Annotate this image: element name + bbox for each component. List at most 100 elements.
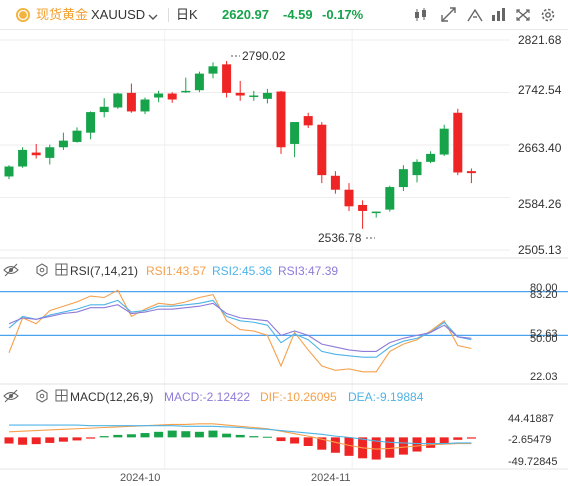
rsi-line bbox=[8, 299, 472, 358]
period-selector[interactable]: 日K bbox=[176, 7, 198, 22]
macd-line bbox=[9, 424, 472, 445]
rsi-grid-icon[interactable] bbox=[55, 263, 68, 276]
rsi-ref-label: 80.00 bbox=[530, 282, 558, 294]
candle-body bbox=[317, 124, 327, 176]
indicator-icon[interactable] bbox=[490, 7, 508, 23]
main-chart: 2821.68 2742.54 2663.40 2584.26 2505.13 … bbox=[0, 30, 562, 469]
candle-body bbox=[439, 128, 449, 155]
price-tick: 2742.54 bbox=[518, 83, 562, 97]
high-label: 2790.02 bbox=[242, 49, 286, 63]
macd-eye-icon[interactable] bbox=[3, 389, 19, 403]
macd-settings-icon[interactable] bbox=[36, 389, 48, 403]
chevron-down-icon[interactable] bbox=[148, 9, 158, 20]
macd-bar bbox=[140, 433, 150, 438]
x-axis: 2024-10 2024-11 bbox=[0, 468, 568, 484]
macd-bar bbox=[317, 437, 327, 450]
candle-body bbox=[412, 161, 422, 176]
macd-bar bbox=[262, 436, 272, 438]
draw-tools-icon[interactable] bbox=[466, 7, 484, 23]
macd-bar bbox=[235, 434, 245, 438]
macd-bar bbox=[194, 431, 204, 438]
rsi-settings-icon[interactable] bbox=[36, 263, 48, 277]
macd-bar bbox=[385, 437, 395, 458]
macd-bar bbox=[4, 437, 14, 444]
rsi-tick: 22.03 bbox=[530, 371, 558, 383]
low-label: 2536.78 bbox=[318, 231, 362, 245]
candle-body bbox=[154, 93, 164, 98]
candle-body bbox=[4, 166, 14, 177]
macd-bar bbox=[290, 437, 300, 444]
candle-body bbox=[181, 90, 191, 93]
candle-type-icon[interactable] bbox=[412, 7, 430, 23]
price-change-pct: -0.17% bbox=[322, 7, 364, 22]
macd-bar bbox=[249, 436, 259, 438]
toolbar: 现货黄金 XAUUSD 日K 2620.97 -4.59 -0.17% bbox=[0, 0, 568, 30]
candle-body bbox=[86, 112, 96, 133]
rsi-panel: RSI(7,14,21) RSI1:43.57 RSI2:45.36 RSI3:… bbox=[0, 257, 568, 383]
rsi1-label: RSI1:43.57 bbox=[146, 264, 206, 278]
expand-icon[interactable] bbox=[514, 7, 532, 23]
candle-body bbox=[99, 106, 109, 113]
rsi-tick: 83.20 bbox=[530, 289, 558, 301]
macd-bar bbox=[466, 437, 476, 439]
macd-bar bbox=[208, 430, 218, 438]
macd-line bbox=[8, 423, 472, 450]
macd-bar bbox=[113, 434, 123, 438]
candle-body bbox=[344, 189, 354, 207]
rsi3-label: RSI3:47.39 bbox=[278, 264, 338, 278]
macd-bar bbox=[18, 437, 28, 445]
macd-bar bbox=[181, 431, 191, 438]
macd-grid-icon[interactable] bbox=[55, 389, 68, 402]
candle-body bbox=[208, 66, 218, 74]
candle-body bbox=[113, 93, 123, 108]
rsi-line bbox=[8, 289, 472, 373]
candle-body bbox=[235, 92, 245, 96]
macd-bar bbox=[276, 437, 286, 442]
macd-bar bbox=[72, 437, 82, 441]
candle-body bbox=[276, 91, 286, 148]
candle-body bbox=[249, 95, 259, 98]
macd-bar bbox=[426, 437, 436, 448]
macd-bar bbox=[330, 437, 340, 453]
candle-body bbox=[262, 92, 272, 99]
candle-body bbox=[126, 92, 136, 112]
candle-body bbox=[385, 187, 395, 210]
dif-label: DIF:-10.26095 bbox=[260, 390, 337, 404]
price-tick: 2821.68 bbox=[518, 33, 562, 47]
symbol-selector[interactable]: XAUUSD bbox=[91, 7, 146, 22]
candle-body bbox=[45, 147, 55, 158]
x-tick-label: 2024-11 bbox=[311, 472, 351, 484]
macd-tick: 44.41887 bbox=[508, 413, 554, 425]
macd-bar bbox=[222, 433, 232, 438]
macd-bar bbox=[371, 437, 381, 460]
current-price: 2620.97 bbox=[222, 7, 269, 22]
chart-area[interactable]: 2821.68 2742.54 2663.40 2584.26 2505.13 … bbox=[0, 30, 568, 486]
macd-bar bbox=[58, 437, 68, 442]
dea-label: DEA:-9.19884 bbox=[348, 390, 424, 404]
x-tick-label: 2024-10 bbox=[120, 472, 160, 484]
settings-icon[interactable] bbox=[539, 7, 557, 23]
macd-bar bbox=[453, 437, 463, 440]
macd-bar bbox=[45, 437, 55, 443]
candle-body bbox=[140, 99, 150, 112]
macd-bar bbox=[303, 437, 313, 446]
rsi-name: RSI(7,14,21) bbox=[70, 264, 138, 278]
macd-bar bbox=[126, 434, 136, 438]
price-tick: 2663.40 bbox=[518, 141, 562, 155]
zoom-in-icon[interactable] bbox=[440, 7, 458, 23]
macd-tick: -2.65479 bbox=[508, 434, 551, 446]
candle-body bbox=[58, 140, 68, 148]
macd-tick: -49.72845 bbox=[508, 456, 558, 468]
candle-body bbox=[398, 169, 408, 188]
coin-icon bbox=[14, 7, 32, 23]
candle-body bbox=[290, 122, 300, 144]
rsi-plot bbox=[0, 289, 568, 373]
price-axis: 2821.68 2742.54 2663.40 2584.26 2505.13 bbox=[518, 33, 562, 257]
rsi-eye-icon[interactable] bbox=[3, 263, 19, 277]
macd-bar bbox=[167, 430, 177, 438]
candle-body bbox=[453, 112, 463, 173]
macd-name: MACD(12,26,9) bbox=[70, 390, 153, 404]
candle-body bbox=[426, 153, 436, 162]
candle-body bbox=[222, 64, 232, 93]
candle-body bbox=[303, 116, 313, 126]
